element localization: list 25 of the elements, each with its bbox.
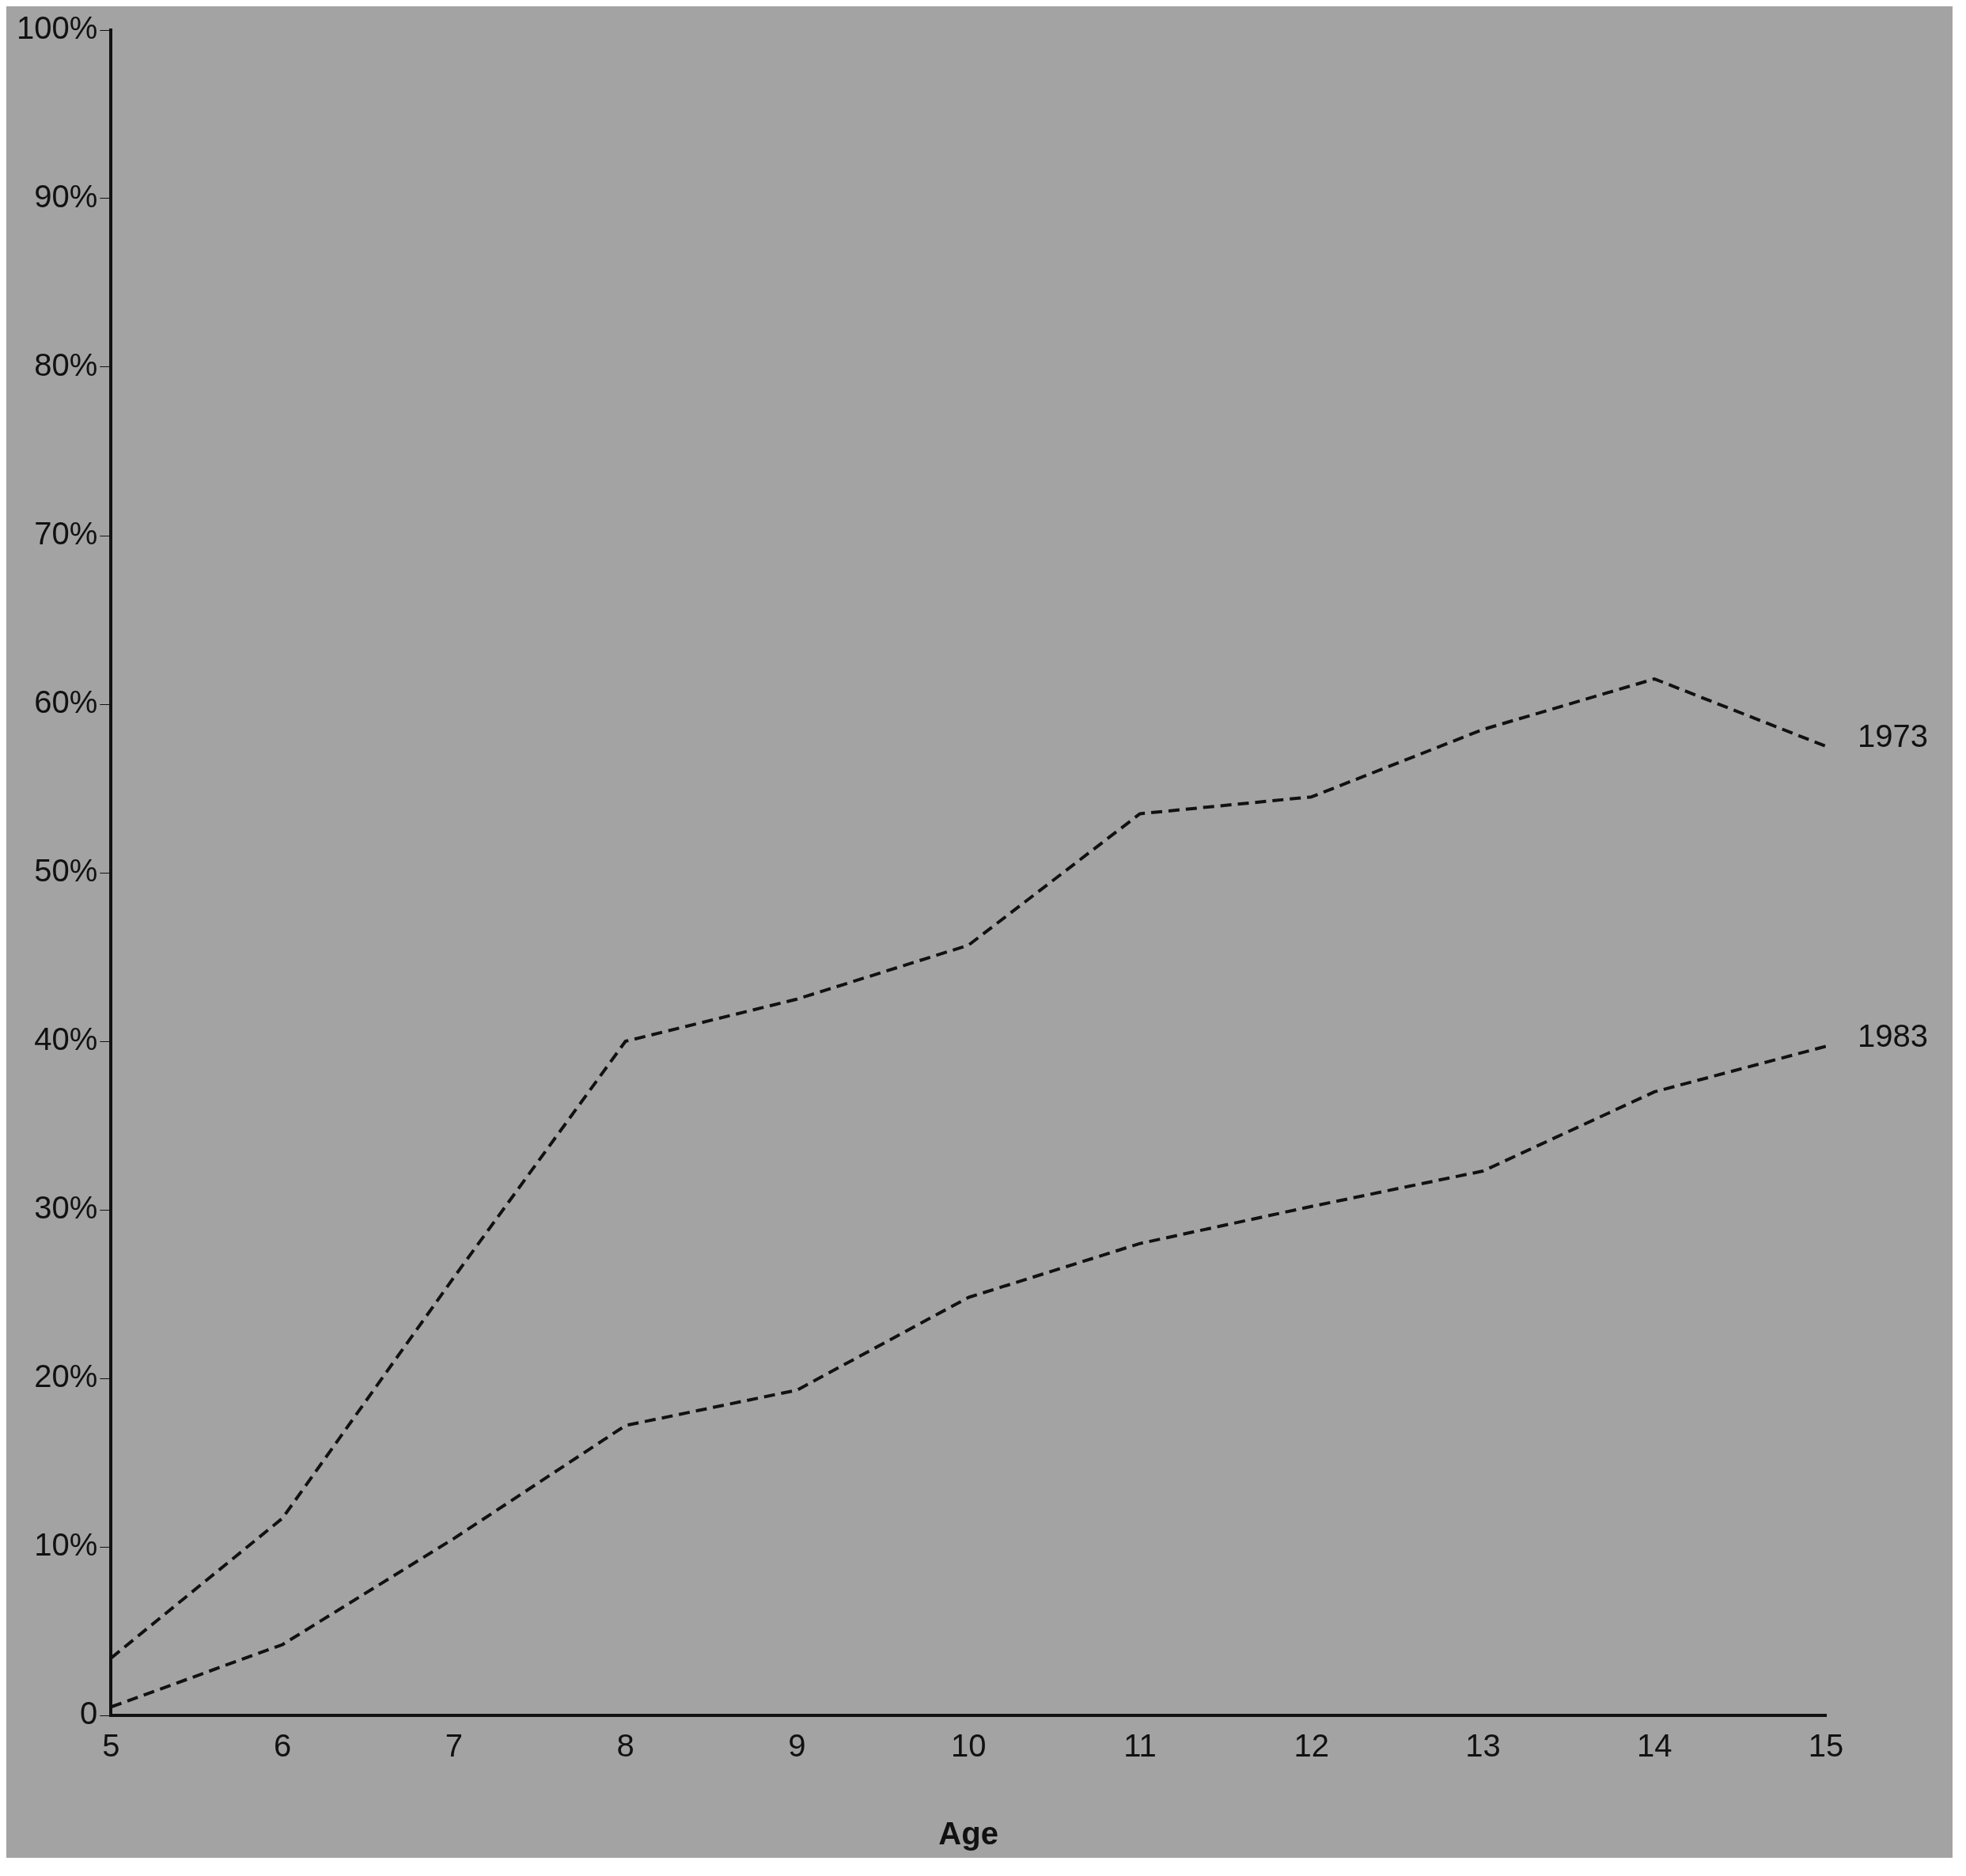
x-tick-label: 6 [273,1728,292,1764]
y-tick-label: 80% [34,347,98,383]
x-tick-label: 11 [1123,1728,1157,1764]
x-tick-label: 14 [1636,1728,1672,1764]
x-tick-label: 12 [1294,1728,1329,1764]
series-label: 1973 [1858,718,1928,754]
y-tick-label: 0 [80,1696,98,1731]
x-tick-label: 7 [445,1728,463,1764]
x-tick-label: 10 [950,1728,987,1764]
series-label: 1983 [1858,1018,1928,1054]
y-tick-label: 30% [34,1190,98,1226]
x-tick-label: 8 [616,1728,634,1764]
y-tick-label: 100% [16,10,98,46]
y-tick-label: 40% [34,1021,98,1057]
x-tick-label: 15 [1808,1728,1844,1764]
x-tick-label: 5 [102,1728,120,1764]
y-tick-label: 10% [34,1527,98,1563]
y-tick-label: 50% [34,853,98,889]
y-tick-label: 20% [34,1359,98,1394]
x-tick-label: 13 [1465,1728,1501,1764]
y-tick-label: 70% [34,516,98,551]
y-tick-label: 90% [34,179,98,214]
x-tick-label: 9 [788,1728,806,1764]
x-axis-title: Age [938,1816,998,1851]
y-tick-label: 60% [34,684,98,720]
